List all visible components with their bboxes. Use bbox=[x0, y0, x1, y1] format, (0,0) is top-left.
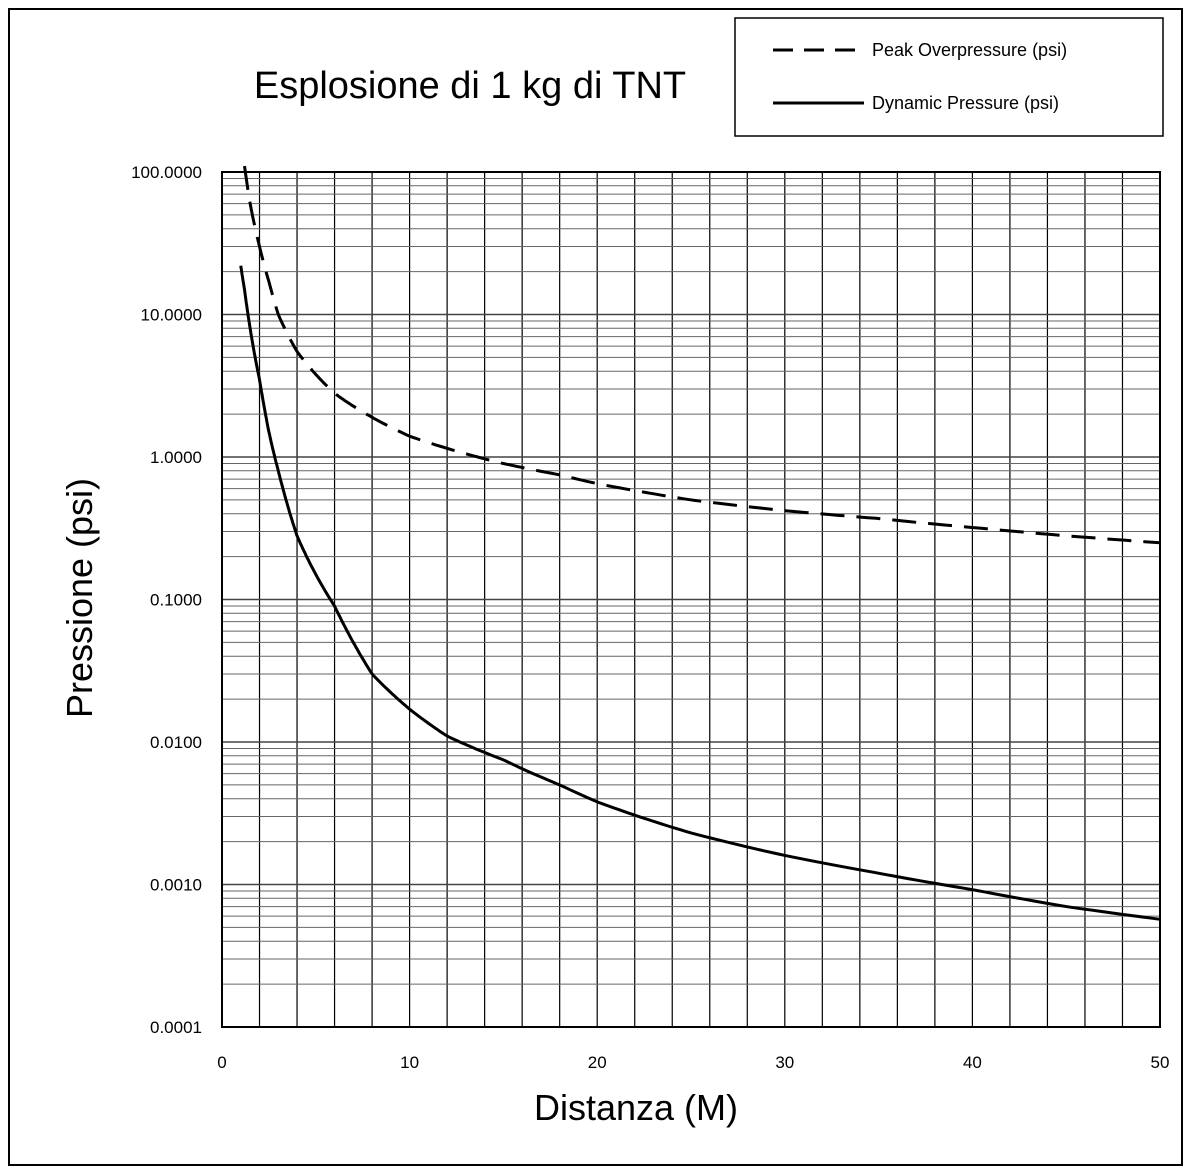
y-tick-label: 0.1000 bbox=[150, 591, 202, 610]
x-tick-label: 40 bbox=[963, 1053, 982, 1072]
legend: Peak Overpressure (psi) Dynamic Pressure… bbox=[734, 17, 1164, 137]
x-axis-title: Distanza (M) bbox=[534, 1087, 738, 1128]
y-tick-label: 1.0000 bbox=[150, 448, 202, 467]
y-tick-label: 0.0001 bbox=[150, 1018, 202, 1037]
y-tick-label: 0.0100 bbox=[150, 733, 202, 752]
x-tick-label: 50 bbox=[1151, 1053, 1170, 1072]
series-line-peak-overpressure bbox=[243, 165, 1161, 545]
y-axis-title: Pressione (psi) bbox=[59, 478, 100, 718]
y-tick-label: 10.0000 bbox=[141, 306, 202, 325]
legend-label-peak-overpressure: Peak Overpressure (psi) bbox=[872, 40, 1067, 60]
x-tick-label: 30 bbox=[775, 1053, 794, 1072]
chart-frame bbox=[8, 8, 1183, 1166]
chart-title: Esplosione di 1 kg di TNT bbox=[254, 65, 686, 107]
series-line-dynamic-pressure bbox=[239, 265, 1161, 921]
y-tick-label: 100.0000 bbox=[131, 163, 202, 182]
legend-label-dynamic-pressure: Dynamic Pressure (psi) bbox=[872, 93, 1059, 113]
tick-labels: 0 10 20 30 40 50 0.0001 0.0010 0.0100 0.1000 1.000… bbox=[131, 163, 1169, 1072]
x-tick-label: 0 bbox=[217, 1053, 226, 1072]
x-tick-label: 10 bbox=[400, 1053, 419, 1072]
plot-border bbox=[221, 171, 1161, 1028]
series-layer bbox=[239, 165, 1161, 921]
x-tick-label: 20 bbox=[588, 1053, 607, 1072]
y-tick-label: 0.0010 bbox=[150, 876, 202, 895]
legend-box bbox=[734, 17, 1164, 137]
